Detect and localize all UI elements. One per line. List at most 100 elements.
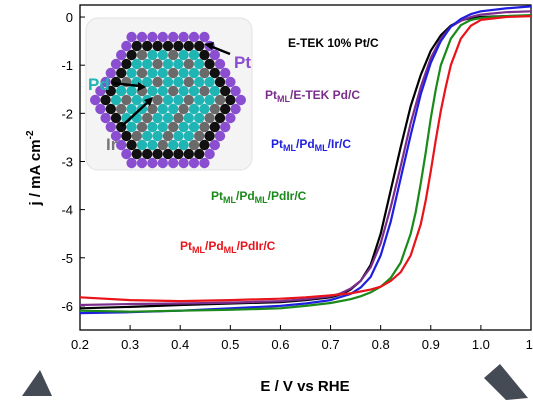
atom [209, 49, 220, 61]
x-tick-label: 0.4 [171, 337, 189, 352]
legend-text: E-TEK 10% Pt/C [288, 36, 379, 50]
pt-arrow-head [204, 42, 214, 50]
atom [142, 148, 153, 160]
legend-text: /Pd [296, 137, 315, 151]
legend-text: /PdIr/C [268, 189, 307, 203]
legend-subscript: ML [283, 143, 296, 153]
atom [142, 76, 153, 88]
atom [126, 67, 137, 79]
legend-text: Pt [180, 239, 192, 253]
atom [147, 157, 158, 169]
atom [178, 49, 189, 61]
x-tick-label: 0.7 [322, 337, 340, 352]
atom [188, 121, 200, 133]
atom [131, 40, 142, 52]
atom [142, 40, 153, 52]
atom [168, 85, 179, 97]
atom [194, 40, 205, 52]
inset-label-ir: Ir [106, 135, 118, 154]
x-tick-label: 0.9 [422, 337, 440, 352]
atom [168, 139, 179, 151]
atom [116, 139, 127, 151]
series-line-2 [79, 10, 532, 307]
legend-text: /PdIr/C [237, 239, 276, 253]
atom [147, 67, 158, 79]
ir-arrow [121, 101, 149, 127]
atom [147, 121, 158, 133]
atom [235, 94, 246, 106]
inset-arrows [111, 42, 231, 127]
atom [204, 130, 215, 142]
atom [183, 76, 194, 88]
atom [121, 148, 132, 160]
atom [168, 31, 179, 43]
x-axis-ticks: 0.2 0.3 0.4 0.5 0.6 0.7 0.8 0.9 1.0 1. [71, 325, 533, 352]
atom [116, 85, 127, 97]
legend-subscript: ML [255, 195, 268, 205]
atom [173, 94, 184, 106]
atom [209, 67, 220, 79]
atom [178, 67, 189, 79]
atom [162, 130, 174, 142]
y-tick-label: -2 [61, 106, 73, 121]
atom [204, 76, 215, 88]
atom [199, 31, 210, 43]
atom [178, 103, 189, 115]
atom [220, 103, 231, 115]
legend-text: /Ir/C [328, 137, 352, 151]
atom [230, 103, 241, 115]
series-line-4 [79, 14, 532, 313]
atom [194, 76, 205, 88]
atom [178, 31, 189, 43]
atom [136, 67, 148, 79]
atom [168, 157, 179, 169]
y-tick-label: -6 [61, 299, 73, 314]
atom [105, 103, 117, 115]
atom [126, 49, 137, 61]
atom [100, 112, 111, 124]
atom [188, 157, 200, 169]
atom [131, 130, 142, 142]
atom [188, 49, 200, 61]
atom [152, 76, 163, 88]
atom [121, 130, 132, 142]
atom [147, 85, 158, 97]
atom [142, 130, 153, 142]
atom [220, 85, 231, 97]
atom [162, 148, 174, 160]
inset-label-pd: Pd [88, 75, 110, 94]
legend-subscript: ML [277, 94, 290, 104]
atom [126, 85, 137, 97]
x-tick-label: 1. [526, 337, 533, 352]
atom [194, 130, 205, 142]
atom [147, 49, 158, 61]
atom [157, 31, 168, 43]
x-tick-label: 0.5 [221, 337, 239, 352]
atom [147, 139, 158, 151]
atom [173, 148, 184, 160]
atom [194, 58, 205, 70]
y-tick-label: -3 [61, 154, 73, 169]
legend-text: /Pd [205, 239, 224, 253]
atom [157, 121, 168, 133]
atom [173, 130, 184, 142]
y-axis-title: j / mA cm-2 [25, 130, 44, 206]
atom [183, 40, 194, 52]
atom [199, 157, 210, 169]
atom [116, 67, 127, 79]
atom [214, 130, 226, 142]
y-tick-label: -4 [61, 203, 73, 218]
atom [152, 112, 163, 124]
atom [147, 103, 158, 115]
x-tick-label: 1.0 [472, 337, 490, 352]
y-tick-label: -5 [61, 251, 73, 266]
legend-text: Pt [211, 189, 223, 203]
atom [225, 94, 236, 106]
atom [157, 139, 168, 151]
atom [204, 112, 215, 124]
atom [126, 103, 137, 115]
atom [183, 94, 194, 106]
legend-subscript: ML [224, 245, 237, 255]
